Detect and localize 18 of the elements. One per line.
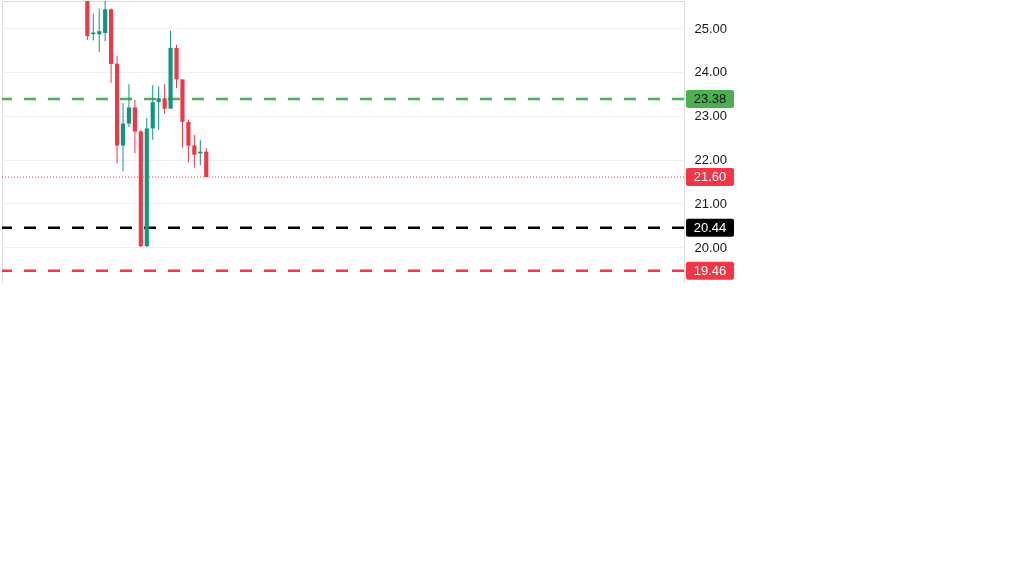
ref-line-label: 20.44: [693, 219, 727, 235]
y-tick-label: 24.00: [694, 64, 728, 80]
y-tick-label: 20.00: [694, 239, 728, 255]
candlestick: [103, 0, 108, 42]
ref-line-label: 21.60: [693, 169, 727, 185]
candlestick: [186, 119, 191, 164]
y-tick-label: 22.00: [694, 152, 728, 168]
candlestick: [156, 85, 161, 131]
candlestick: [126, 83, 132, 128]
candlestick: [120, 102, 126, 172]
y-tick-label: 21.00: [694, 195, 728, 211]
candlestick: [192, 134, 197, 169]
candlestick: [162, 83, 167, 115]
y-tick-label: 25.00: [694, 20, 728, 36]
ref-line-label: 19.46: [693, 262, 727, 278]
candlestick: [97, 7, 102, 53]
y-tick-label: 23.00: [694, 108, 728, 124]
ref-line-label: 23.38: [693, 91, 727, 107]
